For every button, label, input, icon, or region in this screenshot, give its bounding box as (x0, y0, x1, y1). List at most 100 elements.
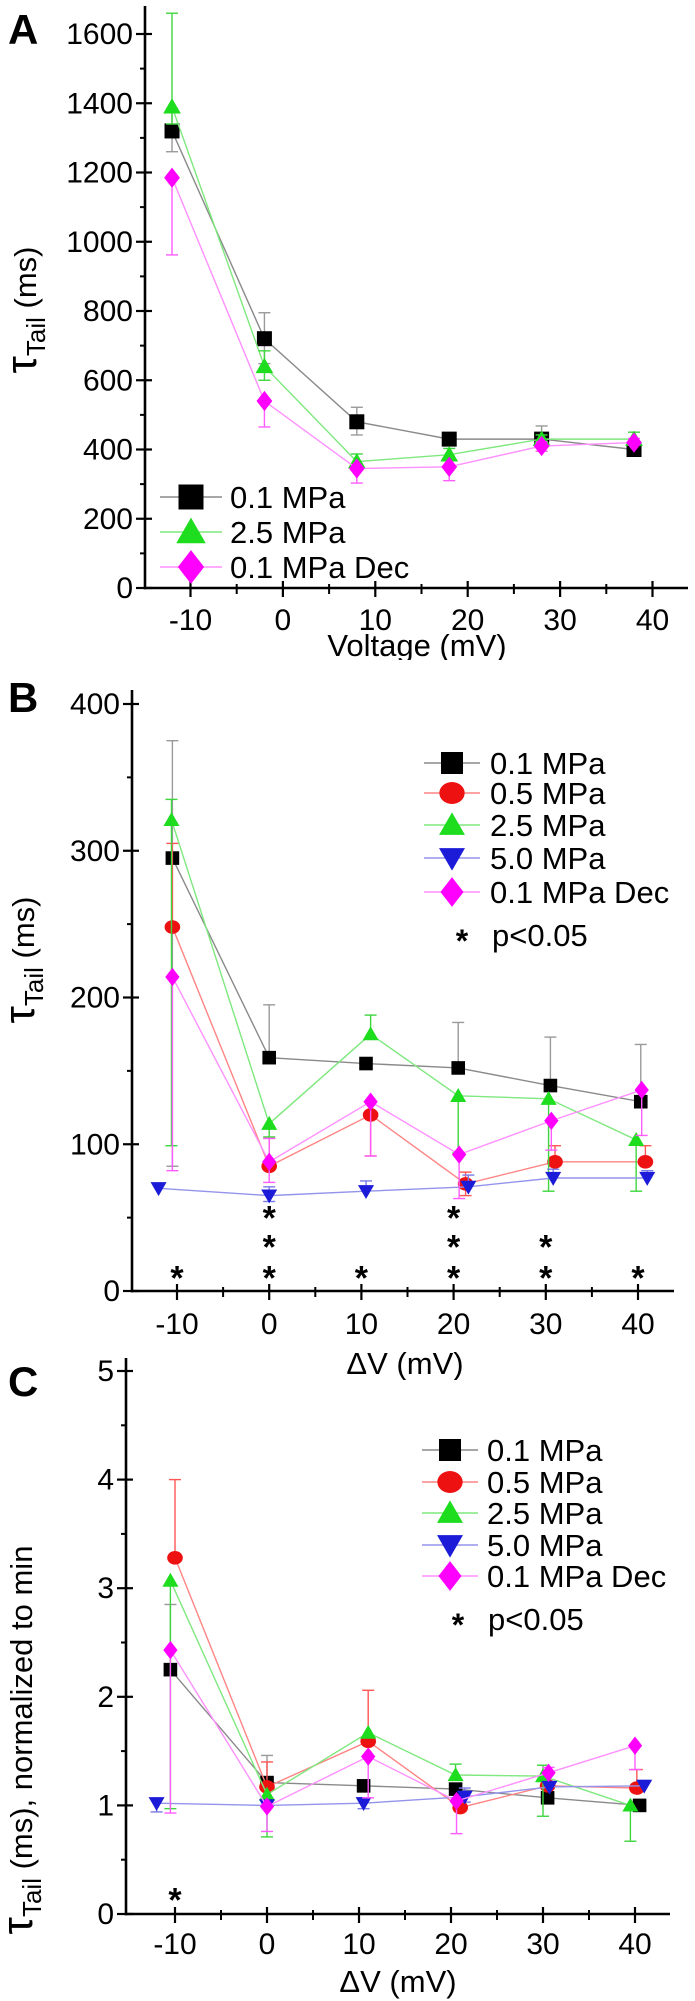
x-tick-label: -10 (153, 1928, 196, 1961)
y-tick-label: 1000 (66, 226, 133, 259)
series-line (156, 1785, 645, 1807)
x-axis-title: ΔV (mV) (339, 1964, 456, 1999)
legend-item: 5.0 MPa (422, 1528, 603, 1563)
y-tick-label: 2 (97, 1681, 114, 1714)
asterisk-marker: * (539, 1259, 553, 1297)
series-5.0-mpa (148, 1779, 653, 1814)
significance-note-label: p<0.05 (488, 1602, 584, 1637)
asterisk-marker: * (263, 1259, 277, 1297)
legend-label: 2.5 MPa (230, 515, 346, 550)
data-point-triangle-down-icon (261, 1189, 278, 1204)
series-line (171, 130, 635, 451)
data-point-square-icon (164, 123, 180, 139)
data-point-diamond-icon (165, 967, 180, 987)
legend-triangle-down-icon (437, 1535, 463, 1558)
legend-circle-icon (439, 782, 465, 804)
y-axis-title: τTail (ms), normalized to min (0, 1546, 47, 1935)
data-point-square-icon (256, 331, 272, 347)
x-tick-label: -10 (155, 1308, 198, 1341)
legend-label: 5.0 MPa (487, 1528, 603, 1563)
data-point-triangle-down-icon (460, 1180, 477, 1195)
legend-triangle-icon (176, 517, 206, 544)
legend-label: 0.1 MPa (487, 1433, 603, 1468)
x-axis-title: ΔV (mV) (346, 1346, 463, 1380)
legend-item: 0.1 MPa Dec (422, 1559, 666, 1594)
significance-note-asterisk: * (452, 1607, 465, 1643)
legend-square-icon (178, 484, 204, 510)
legend-label: 0.1 MPa Dec (490, 875, 669, 910)
data-point-diamond-icon (626, 432, 642, 453)
data-point-triangle-icon (440, 446, 459, 462)
data-point-triangle-down-icon (148, 1797, 165, 1812)
data-point-circle-icon (164, 920, 181, 934)
x-tick-label: 10 (342, 1928, 375, 1961)
panel-letter: A (8, 6, 38, 53)
x-tick-label: 0 (275, 604, 292, 637)
legend-label: 0.1 MPa (230, 480, 346, 515)
data-point-diamond-icon (348, 458, 365, 479)
asterisk-marker: * (355, 1259, 369, 1297)
legend-square-icon (441, 752, 463, 774)
significance-asterisks: * (168, 1881, 182, 1919)
panel-a-chart: -10 0 10 20 30 400200400600800100012001400160… (0, 6, 688, 660)
legend-diamond-icon (440, 877, 464, 907)
y-tick-label: 200 (83, 503, 133, 536)
y-tick-label: 5 (97, 1355, 114, 1388)
x-tick-label: 10 (345, 1308, 378, 1341)
y-tick-label: 600 (83, 364, 133, 397)
x-tick-label: -10 (169, 604, 212, 637)
data-point-triangle-down-icon (636, 1779, 653, 1794)
legend-circle-icon (437, 1471, 463, 1493)
x-tick-label: 0 (259, 1928, 276, 1961)
x-tick-label: 30 (529, 1308, 562, 1341)
y-tick-label: 300 (70, 835, 120, 868)
series-2.5-mpa (163, 798, 645, 1192)
y-tick-label: 200 (70, 982, 120, 1015)
asterisk-marker: * (447, 1259, 461, 1297)
series-0.1-mpa-dec (165, 967, 649, 1200)
y-tick-label: 100 (70, 1128, 120, 1161)
data-point-circle-icon (167, 1550, 183, 1565)
x-tick-label: 30 (526, 1928, 559, 1961)
x-tick-label: 30 (543, 604, 576, 637)
data-point-triangle-icon (447, 1767, 464, 1782)
asterisk-marker: * (263, 1229, 277, 1267)
data-point-triangle-icon (360, 1724, 377, 1739)
data-point-square-icon (540, 1790, 555, 1805)
series-line (171, 177, 635, 470)
x-tick-label: 0 (261, 1308, 278, 1341)
data-point-triangle-down-icon (545, 1171, 562, 1186)
data-point-diamond-icon (544, 1111, 559, 1130)
series-line (169, 1580, 631, 1807)
y-axis-title: τTail (ms) (0, 247, 51, 374)
data-point-circle-icon (637, 1155, 654, 1169)
asterisk-marker: * (447, 1229, 461, 1267)
x-tick-label: 10 (359, 604, 392, 637)
data-point-square-icon (349, 414, 365, 430)
series-line (169, 1669, 640, 1807)
x-axis-title: Voltage (mV) (327, 628, 506, 660)
series-0.1-mpa (164, 109, 642, 457)
data-point-diamond-icon (363, 1092, 378, 1111)
data-point-triangle-down-icon (639, 1171, 656, 1186)
x-tick-label: 40 (636, 604, 669, 637)
y-tick-label: 400 (70, 688, 120, 721)
data-point-diamond-icon (164, 167, 180, 188)
data-point-triangle-down-icon (150, 1182, 167, 1197)
y-tick-label: 0 (97, 1898, 114, 1931)
y-tick-label: 1 (97, 1789, 114, 1822)
panel-letter: B (8, 674, 38, 721)
legend-triangle-icon (439, 812, 465, 835)
axes: -10 0 10 20 30 400200400600800100012001400160… (66, 6, 688, 637)
data-point-diamond-icon (262, 1152, 277, 1172)
asterisk-marker: * (631, 1259, 645, 1297)
data-point-triangle-icon (540, 1090, 557, 1105)
data-point-diamond-icon (533, 435, 550, 457)
data-point-diamond-icon (627, 1736, 643, 1755)
data-point-diamond-icon (441, 456, 458, 477)
